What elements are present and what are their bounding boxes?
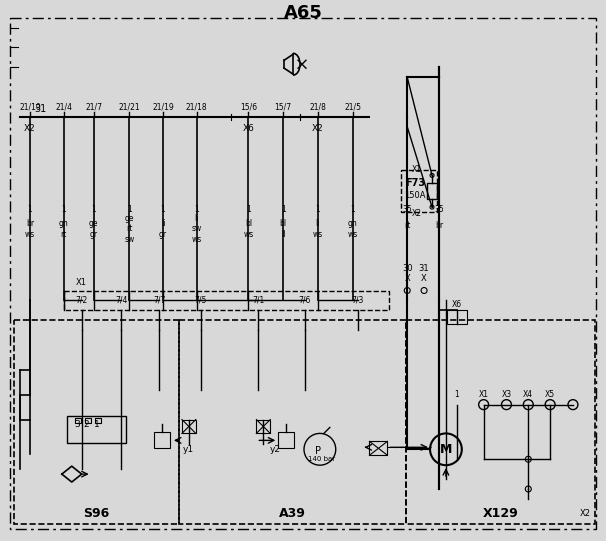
Text: 140 bar: 140 bar (308, 456, 335, 462)
Text: 1: 1 (316, 204, 320, 214)
Bar (256, 419, 270, 433)
Text: X2: X2 (412, 209, 422, 217)
Text: 7/4: 7/4 (115, 296, 128, 305)
Text: 1: 1 (454, 390, 459, 399)
Text: li
ws: li ws (313, 219, 323, 239)
Text: 1: 1 (92, 204, 96, 214)
Text: 1: 1 (94, 420, 99, 429)
Text: 1: 1 (281, 204, 285, 214)
Text: X129: X129 (482, 507, 518, 520)
Text: 1: 1 (246, 204, 251, 214)
Text: A65: A65 (284, 4, 322, 22)
Bar (427, 183, 437, 199)
Text: 1: 1 (61, 204, 66, 214)
Bar (182, 419, 196, 433)
Text: 21/10: 21/10 (19, 102, 41, 111)
Text: 21/7: 21/7 (85, 102, 102, 111)
Text: 7/5: 7/5 (195, 296, 207, 305)
Text: 1: 1 (28, 204, 33, 214)
Bar (179, 320, 406, 524)
Text: 35: 35 (402, 204, 412, 214)
Text: ge
gr: ge gr (89, 219, 98, 239)
Text: X: X (404, 274, 410, 283)
Text: 1: 1 (350, 204, 355, 214)
Text: M: M (440, 443, 452, 456)
Bar (85, 418, 91, 424)
Text: 31: 31 (34, 104, 46, 114)
Text: X2: X2 (312, 124, 324, 133)
Text: P: P (315, 446, 321, 456)
Text: X3: X3 (501, 390, 511, 399)
Text: 21/21: 21/21 (119, 102, 140, 111)
Text: X5: X5 (545, 390, 555, 399)
Text: 15/7: 15/7 (275, 102, 291, 111)
Text: X6: X6 (451, 300, 462, 309)
Text: A39: A39 (279, 507, 306, 520)
Text: 21/18: 21/18 (186, 102, 208, 111)
Bar (406, 320, 594, 524)
Text: 3: 3 (74, 420, 79, 429)
Text: 2: 2 (84, 420, 90, 429)
Text: bl
ll: bl ll (279, 219, 287, 239)
Text: S96: S96 (84, 507, 110, 520)
Text: li
sw
ws: li sw ws (191, 214, 202, 244)
Text: ge
rt
sw: ge rt sw (124, 214, 135, 244)
Text: br: br (435, 221, 443, 229)
Text: rt: rt (404, 221, 410, 229)
Text: y1: y1 (182, 445, 193, 454)
Text: bl
ws: bl ws (243, 219, 253, 239)
Text: 21/5: 21/5 (344, 102, 361, 111)
Text: F73: F73 (405, 179, 425, 188)
Text: X2: X2 (24, 124, 36, 133)
Text: li
gr: li gr (159, 219, 167, 239)
Text: X2: X2 (579, 509, 590, 518)
Text: 7/2: 7/2 (76, 296, 88, 305)
Text: 1: 1 (161, 204, 165, 214)
Text: X4: X4 (523, 390, 533, 399)
Bar (67, 415, 126, 443)
Bar (154, 432, 170, 448)
Text: 7/6: 7/6 (299, 296, 311, 305)
Bar (278, 432, 294, 448)
Text: y2: y2 (270, 445, 281, 454)
Text: 30: 30 (402, 264, 413, 273)
Text: br
ws: br ws (25, 219, 35, 239)
Text: 1: 1 (127, 204, 132, 214)
Text: gn
rt: gn rt (59, 219, 68, 239)
Text: 21/8: 21/8 (310, 102, 326, 111)
Text: 21/4: 21/4 (55, 102, 72, 111)
Text: 31: 31 (419, 264, 430, 273)
Bar (95, 418, 101, 424)
Bar (401, 170, 437, 212)
Bar (370, 441, 387, 456)
Text: 21/19: 21/19 (152, 102, 174, 111)
Text: 1: 1 (195, 204, 199, 214)
Text: 150A: 150A (404, 191, 426, 200)
Text: X1: X1 (76, 278, 87, 287)
Bar (14, 320, 179, 524)
Text: 15/6: 15/6 (240, 102, 257, 111)
Text: X1: X1 (412, 165, 422, 174)
Text: X6: X6 (242, 124, 255, 133)
Text: gn
ws: gn ws (347, 219, 358, 239)
Text: 7/3: 7/3 (351, 296, 364, 305)
Bar (447, 311, 467, 324)
Bar (64, 291, 389, 311)
Bar (75, 418, 81, 424)
Text: 35: 35 (434, 204, 444, 214)
Text: X: X (421, 274, 427, 283)
Text: 7/1: 7/1 (252, 296, 264, 305)
Text: 7/7: 7/7 (153, 296, 165, 305)
Text: X1: X1 (479, 390, 488, 399)
